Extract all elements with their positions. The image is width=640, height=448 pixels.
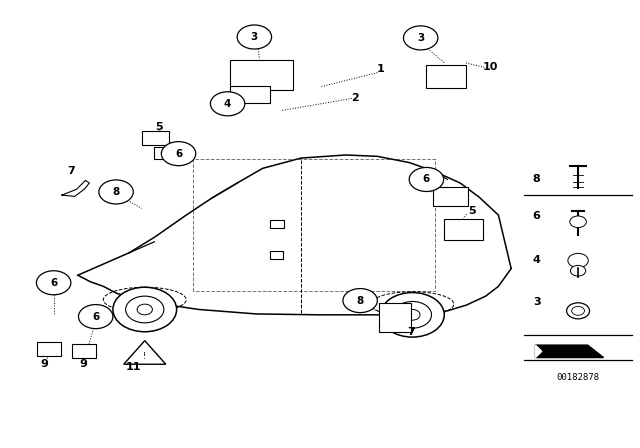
Text: 8: 8: [113, 187, 120, 197]
Circle shape: [113, 287, 177, 332]
Circle shape: [161, 142, 196, 166]
Circle shape: [237, 25, 271, 49]
Bar: [37, 341, 61, 356]
Polygon shape: [536, 345, 541, 358]
Text: 11: 11: [126, 362, 141, 372]
Bar: [433, 187, 468, 206]
Text: 6: 6: [423, 174, 430, 185]
Bar: [444, 219, 483, 240]
Circle shape: [570, 265, 586, 276]
Polygon shape: [536, 345, 604, 358]
Text: 3: 3: [533, 297, 540, 307]
Text: 6: 6: [50, 278, 57, 288]
Text: 7: 7: [407, 327, 415, 337]
Circle shape: [381, 293, 444, 337]
Circle shape: [79, 305, 113, 329]
Circle shape: [137, 304, 152, 315]
Text: 3: 3: [417, 33, 424, 43]
Text: 00182878: 00182878: [557, 373, 600, 382]
Circle shape: [403, 26, 438, 50]
Circle shape: [125, 296, 164, 323]
Text: 4: 4: [224, 99, 231, 109]
Text: 8: 8: [532, 173, 541, 184]
Polygon shape: [124, 340, 166, 364]
Bar: [380, 303, 411, 332]
Bar: [230, 86, 269, 103]
Circle shape: [211, 92, 245, 116]
Circle shape: [572, 306, 584, 315]
Circle shape: [404, 310, 420, 320]
Text: 9: 9: [79, 359, 87, 369]
Text: 5: 5: [156, 122, 163, 132]
Bar: [225, 96, 237, 104]
Circle shape: [343, 289, 378, 313]
Bar: [426, 65, 466, 88]
Text: 7: 7: [68, 166, 76, 176]
Bar: [230, 60, 293, 90]
Text: 6: 6: [92, 312, 99, 322]
Text: 8: 8: [356, 296, 364, 306]
Bar: [142, 131, 169, 145]
Text: 2: 2: [351, 94, 359, 103]
Circle shape: [409, 168, 444, 191]
Bar: [154, 147, 178, 159]
Circle shape: [36, 271, 71, 295]
Text: 6: 6: [532, 211, 541, 221]
Bar: [270, 251, 283, 259]
Text: 4: 4: [532, 254, 541, 265]
Text: 1: 1: [377, 64, 385, 74]
Text: 10: 10: [483, 62, 499, 72]
Text: 5: 5: [468, 206, 476, 215]
Bar: [72, 344, 97, 358]
Circle shape: [394, 302, 431, 328]
Text: !: !: [143, 352, 147, 361]
Circle shape: [99, 180, 133, 204]
Text: 3: 3: [251, 32, 258, 42]
Text: 9: 9: [41, 359, 49, 369]
Text: 6: 6: [175, 149, 182, 159]
Bar: [269, 220, 284, 228]
Circle shape: [570, 216, 586, 228]
Circle shape: [566, 303, 589, 319]
Circle shape: [568, 254, 588, 267]
